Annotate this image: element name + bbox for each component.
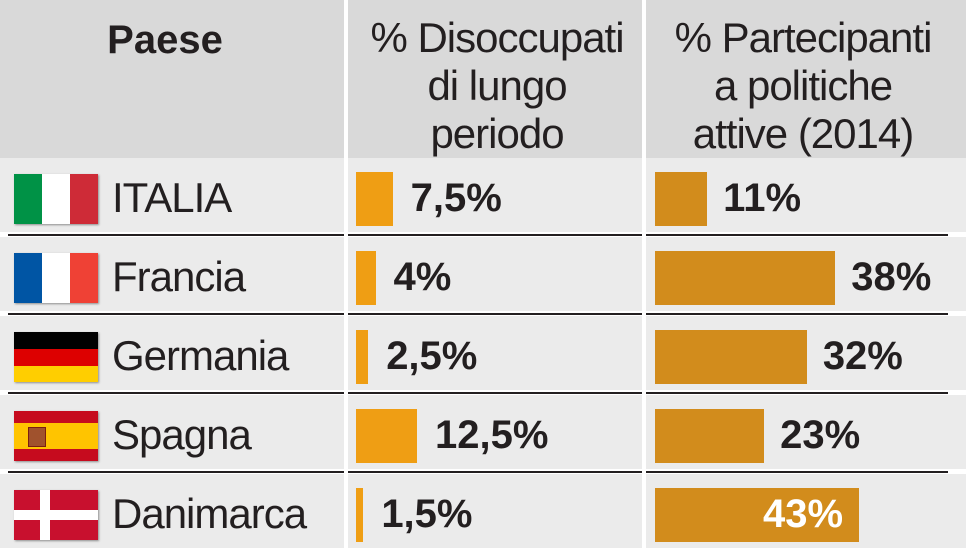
bar-disoccupati (356, 330, 369, 384)
header-col2-line: a politiche (713, 62, 893, 109)
table-row: Francia 4% 38% (0, 237, 966, 315)
header-col2: % Partecipanti a politiche attive (2014) (648, 14, 958, 158)
header-col1-line: % Disoccupati (370, 14, 624, 61)
country-name: Germania (112, 332, 289, 379)
value-label-partecipanti: 11% (723, 176, 802, 220)
row-background (0, 395, 966, 469)
value-label-disoccupati: 12,5% (435, 413, 549, 457)
germany-flag-icon (14, 332, 98, 382)
table-row: Spagna 12,5% 23% (0, 395, 966, 473)
bar-disoccupati (356, 409, 417, 463)
row-divider (8, 471, 948, 473)
row-background (0, 158, 966, 232)
header-country: Paese (107, 18, 223, 62)
row-divider (8, 392, 948, 394)
header-col1-line: periodo (430, 110, 564, 157)
denmark-flag-icon (14, 490, 98, 540)
bar-disoccupati (356, 251, 376, 305)
bar-partecipanti (655, 172, 708, 226)
country-name: Francia (112, 253, 246, 300)
column-separator (344, 0, 348, 554)
table-row: Germania 2,5% 32% (0, 316, 966, 394)
value-label-disoccupati: 1,5% (381, 492, 473, 536)
value-label-partecipanti: 38% (851, 255, 932, 299)
country-name: ITALIA (112, 174, 232, 221)
header-col1-line: di lungo (427, 62, 567, 109)
bar-disoccupati (356, 172, 393, 226)
value-label-partecipanti: 43% (763, 492, 844, 536)
bar-partecipanti (655, 251, 836, 305)
header-col1: % Disoccupati di lungo periodo (352, 14, 642, 158)
value-label-partecipanti: 23% (780, 413, 861, 457)
header-col2-line: % Partecipanti (674, 14, 933, 61)
value-label-partecipanti: 32% (822, 334, 903, 378)
value-label-disoccupati: 4% (393, 255, 452, 299)
bar-partecipanti (655, 488, 859, 542)
value-label-disoccupati: 2,5% (386, 334, 478, 378)
header-col2-line: attive (2014) (692, 110, 914, 157)
spain-flag-icon (14, 411, 98, 461)
country-name: Spagna (112, 411, 252, 458)
bar-partecipanti (655, 409, 765, 463)
italy-flag-icon (14, 174, 98, 224)
row-divider (8, 234, 948, 236)
table-row: ITALIA 7,5% 11% (0, 158, 966, 236)
value-label-disoccupati: 7,5% (410, 176, 502, 220)
france-flag-icon (14, 253, 98, 303)
row-divider (8, 313, 948, 315)
bar-disoccupati (356, 488, 364, 542)
table-row: Danimarca 1,5% 43% (0, 474, 966, 548)
country-name: Danimarca (112, 490, 307, 537)
header-background (0, 0, 966, 158)
column-separator (642, 0, 646, 554)
bar-partecipanti (655, 330, 807, 384)
